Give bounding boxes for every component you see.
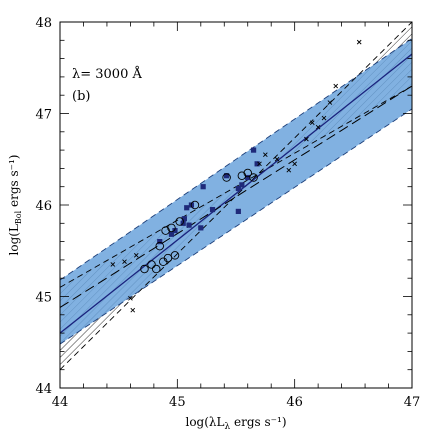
- axis-ticks: [59, 21, 413, 389]
- data-point-cross: [110, 262, 116, 267]
- cross-stroke: [257, 161, 262, 167]
- y-tick-label: 47: [35, 108, 52, 123]
- data-point-cross: [321, 115, 327, 121]
- data-point-cross: [257, 161, 262, 167]
- x-axis-title-main: log(λL: [185, 415, 224, 429]
- data-point-circle: [155, 241, 164, 251]
- cross-stroke: [128, 296, 133, 301]
- y-axis-title-main: log(L: [7, 224, 21, 255]
- y-tick-label: 44: [35, 382, 52, 397]
- data-point-circle: [222, 173, 231, 182]
- cross-stroke: [110, 262, 116, 267]
- data-point-square: [184, 205, 190, 211]
- cross-stroke: [292, 161, 297, 167]
- data-point-cross: [304, 136, 309, 142]
- annotation-wavelength: λ= 3000 Å: [72, 66, 142, 82]
- data-point-circle: [175, 217, 184, 226]
- data-point-circle: [161, 226, 170, 235]
- cross-stroke: [274, 156, 280, 162]
- x-axis-title: log(λLλ ergs s⁻¹): [185, 415, 286, 432]
- blue-confidence-band: [60, 38, 412, 345]
- data-point-square: [239, 182, 245, 188]
- cross-stroke: [133, 253, 139, 258]
- hatched-band-upper-edge: [60, 22, 412, 371]
- data-point-square: [245, 174, 251, 181]
- data-point-circle: [140, 264, 149, 274]
- blue-band-lower-edge: [60, 108, 412, 345]
- fit-line-dashed: [60, 85, 412, 308]
- plot-area: [60, 22, 412, 371]
- data-point-square: [235, 208, 241, 215]
- data-point-circle: [237, 171, 247, 180]
- data-point-cross: [263, 152, 268, 157]
- x-tick-label: 46: [286, 395, 303, 410]
- data-point-cross: [315, 124, 321, 130]
- data-point-cross: [327, 100, 333, 105]
- data-point-square: [172, 228, 178, 234]
- cross-stroke: [333, 83, 339, 89]
- data-point-square: [209, 206, 216, 213]
- cross-stroke: [263, 152, 268, 157]
- data-point-square: [186, 222, 192, 228]
- blue-band-upper-edge: [60, 38, 412, 281]
- data-point-cross: [133, 253, 139, 258]
- data-point-cross: [128, 296, 133, 301]
- data-point-square: [254, 161, 260, 167]
- cross-stroke: [321, 115, 327, 121]
- x-tick-label: 45: [169, 395, 186, 410]
- y-tick-label: 46: [35, 199, 52, 214]
- data-point-circle: [249, 173, 258, 182]
- data-point-cross: [130, 307, 136, 313]
- cross-stroke: [315, 124, 321, 130]
- data-point-square: [181, 216, 187, 222]
- y-axis-title-sub: Bol: [14, 210, 23, 224]
- annotation-panel: (b): [72, 89, 90, 104]
- fit-line-solid: [60, 53, 412, 334]
- data-point-square: [200, 184, 206, 190]
- y-axis-title-rest: ergs s⁻¹): [7, 155, 21, 211]
- data-point-square: [224, 173, 230, 179]
- cross-stroke: [327, 100, 333, 105]
- data-point-cross: [333, 83, 339, 89]
- cross-stroke: [356, 39, 362, 45]
- data-point-square: [235, 185, 241, 192]
- cross-stroke: [122, 259, 127, 265]
- data-point-circle: [170, 251, 180, 260]
- y-axis-title: log(LBol ergs s⁻¹): [7, 155, 23, 256]
- data-point-circle: [167, 223, 176, 233]
- tick-labels: 44 45 46 47 44 45 46 47 48: [35, 16, 420, 410]
- cross-stroke: [130, 307, 136, 313]
- data-point-cross: [292, 161, 297, 167]
- data-point-square: [198, 225, 204, 231]
- data-point-circle: [151, 264, 161, 274]
- data-point-square: [157, 239, 163, 245]
- x-tick-label: 44: [52, 395, 69, 410]
- data-point-circle: [147, 260, 156, 269]
- cross-stroke: [286, 167, 292, 173]
- data-point-cross: [309, 120, 315, 125]
- x-tick-label: 47: [404, 395, 421, 410]
- data-point-cross: [274, 156, 280, 162]
- y-tick-label: 48: [35, 16, 52, 31]
- data-point-circle: [243, 168, 252, 178]
- cross-stroke: [304, 136, 309, 142]
- data-point-cross: [356, 39, 362, 45]
- x-axis-title-rest: ergs s⁻¹): [230, 415, 286, 429]
- data-point-circle: [190, 200, 200, 210]
- data-point-cross: [122, 259, 127, 265]
- y-tick-label: 45: [35, 291, 52, 306]
- data-point-cross: [286, 167, 292, 173]
- data-point-square: [251, 147, 257, 153]
- data-point-square: [168, 231, 175, 237]
- cross-stroke: [309, 120, 315, 125]
- x-axis-title-sub: λ: [224, 422, 230, 432]
